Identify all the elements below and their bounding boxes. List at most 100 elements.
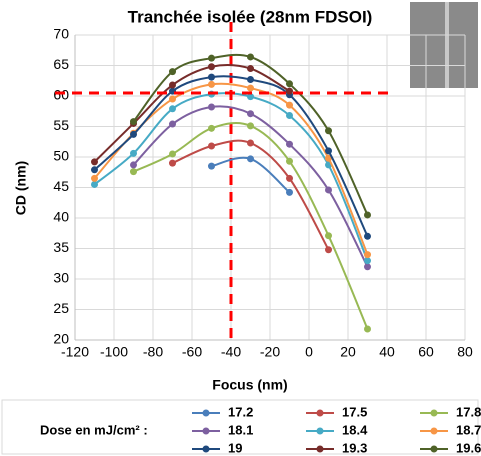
data-point [169,68,176,76]
x-axis-title: Focus (nm) [212,377,287,393]
data-point [91,174,98,182]
data-point [325,127,332,135]
legend-label: 18.4 [342,422,368,437]
data-point [247,155,254,163]
data-point [208,103,215,111]
data-point [247,65,254,73]
chart-title: Tranchée isolée (28nm FDSOI) [128,7,373,26]
data-point [91,158,98,166]
x-tick-label: -80 [143,344,163,360]
data-point [208,54,215,62]
legend-marker [430,409,438,417]
data-point [130,168,137,176]
x-tick-label: 0 [305,344,313,360]
data-point [91,166,98,174]
y-tick-label: 40 [53,209,69,225]
sem-image [410,2,478,88]
x-tick-label: -120 [61,344,89,360]
data-point [286,101,293,109]
data-point [169,150,176,158]
data-point [208,73,215,81]
data-point [169,95,176,103]
x-tick-label: -100 [100,344,128,360]
data-point [247,93,254,101]
data-point [364,257,371,265]
data-point [247,110,254,118]
data-point [247,76,254,84]
legend-marker [316,427,324,435]
legend-marker [430,427,438,435]
data-point [208,142,215,150]
data-point [247,139,254,147]
x-tick-label: -20 [260,344,280,360]
series-line [93,64,291,163]
y-tick-label: 55 [53,117,69,133]
y-tick-label: 35 [53,239,69,255]
legend-label: 18.7 [456,422,481,437]
data-point [286,174,293,182]
legend-label: 17.2 [228,404,253,419]
data-point [325,232,332,240]
data-point [247,122,254,130]
data-point [169,81,176,89]
legend-label: 17.5 [342,404,367,419]
data-point [364,325,371,333]
sem-trench [445,2,449,88]
x-tick-label: 20 [340,344,356,360]
y-axis-title: CD (nm) [13,161,29,215]
data-point [130,130,137,138]
data-point [208,162,215,170]
data-point [169,159,176,167]
data-point [286,80,293,88]
x-tick-label: 60 [418,344,434,360]
legend-marker [202,427,210,435]
data-point [286,87,293,95]
y-tick-label: 60 [53,87,69,103]
data-point [325,186,332,194]
legend-marker [430,445,438,453]
legend-label: 17.8 [456,404,481,419]
data-point [247,53,254,61]
y-tick-label: 20 [53,331,69,347]
data-point [169,105,176,113]
data-point [247,84,254,92]
legend-title: Dose en mJ/cm² : [40,422,148,437]
data-point [286,112,293,120]
data-point [130,118,137,126]
y-tick-label: 65 [53,56,69,72]
legend-marker [202,445,210,453]
y-tick-label: 25 [53,300,69,316]
data-point [169,120,176,128]
data-point [208,63,215,71]
legend-marker [202,409,210,417]
data-point [325,154,332,162]
legend-label: 19.3 [342,440,367,455]
data-point [130,161,137,169]
legend-box [1,399,479,455]
x-tick-label: 80 [457,344,473,360]
data-point [286,140,293,148]
data-point [364,251,371,259]
legend-label: 19 [228,440,242,455]
legend-marker [316,409,324,417]
y-tick-label: 45 [53,178,69,194]
data-point [286,157,293,165]
x-tick-label: -40 [221,344,241,360]
x-tick-label: 40 [379,344,395,360]
y-tick-label: 70 [53,26,69,42]
y-tick-label: 30 [53,270,69,286]
legend-label: 18.1 [228,422,253,437]
data-point [130,149,137,157]
data-point [325,246,332,254]
data-point [286,188,293,196]
data-point [364,211,371,219]
y-tick-label: 50 [53,148,69,164]
data-point [364,263,371,271]
data-point [325,147,332,155]
legend-marker [316,445,324,453]
data-point [91,180,98,188]
x-tick-label: -60 [182,344,202,360]
data-point [364,232,371,240]
